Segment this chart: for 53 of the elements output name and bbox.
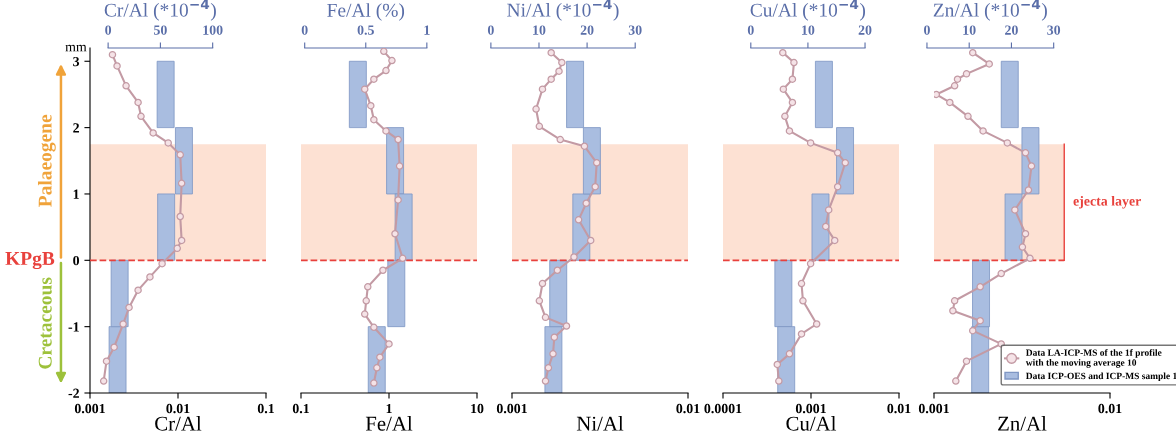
x2-axis-title: Fe/Al (%)	[327, 3, 405, 21]
x2-tick-label: 100	[203, 25, 223, 35]
y-tick-label: 0	[73, 255, 80, 266]
text: Cretaceous	[38, 277, 52, 369]
x-tick-label: 0.01	[676, 403, 700, 414]
x-axis-title: Zn/Al	[998, 416, 1047, 431]
x-axis-title: Fe/Al	[365, 416, 413, 431]
ref-line-label: KPgB	[5, 252, 55, 270]
x2-tick-label: 10	[963, 25, 976, 35]
x-axis-title: Ni/Al	[576, 416, 624, 431]
x2-tick-label: 30	[628, 25, 642, 35]
x-tick-label: 0.01	[1098, 403, 1122, 414]
x-tick-label: 0.01	[166, 403, 190, 414]
x2-tick-label: 20	[1005, 25, 1018, 35]
x2-tick-label: 10	[533, 25, 546, 35]
x2-tick-label: 0	[487, 25, 494, 35]
x2-axis-title: Zn/Al (*10$^{−4}$)	[933, 0, 1047, 21]
y-tick-label: 1	[73, 189, 79, 199]
legend-label: Data ICP-OES and ICP-MS sample 1	[1025, 372, 1176, 382]
x2-tick-label: 10	[802, 25, 815, 35]
x2-axis-title: Cr/Al (*10$^{−4}$)	[104, 0, 216, 21]
x2-tick-label: 0	[301, 25, 308, 35]
x2-axis-title: Cu/Al (*10$^{−4}$)	[750, 0, 866, 21]
y-axis-title: mm	[65, 44, 87, 52]
x-tick-label: 0.01	[887, 403, 911, 414]
x2-tick-label: 0	[105, 25, 112, 35]
x2-tick-label: 30	[1047, 25, 1061, 35]
x-tick-label: 1	[386, 403, 392, 414]
x-axis-title: Cr/Al	[155, 416, 202, 431]
y-tick-label: 3	[73, 56, 80, 67]
x-axis-title: Cu/Al	[786, 416, 837, 431]
legend-label: Data LA-ICP-MS of the 1f profile with the moving average 10	[1025, 349, 1162, 368]
y-tick-label: 2	[73, 123, 79, 133]
x-tick-label: 10	[471, 403, 484, 414]
x2-tick-label: 20	[580, 25, 594, 35]
x-tick-label: 0.001	[918, 403, 949, 414]
x2-tick-label: 0	[747, 25, 754, 35]
x-tick-label: 0.001	[795, 403, 826, 414]
text: Palaeogene	[37, 114, 56, 207]
band-label: ejecta layer	[1073, 195, 1141, 209]
y-tick-label: -2	[68, 388, 79, 398]
x-tick-label: 0.001	[496, 403, 527, 414]
x2-axis-title: Ni/Al (*10$^{−4}$)	[507, 0, 619, 21]
x2-tick-label: 50	[154, 25, 167, 35]
x-tick-label: 0.001	[74, 403, 105, 414]
x-tick-label: 0.0001	[704, 403, 742, 414]
x2-tick-label: 20	[858, 25, 872, 35]
x2-tick-label: 0.5	[357, 25, 374, 35]
x-tick-label: 0.1	[292, 403, 309, 414]
x-tick-label: 0.1	[257, 403, 274, 414]
x2-tick-label: 0	[924, 25, 930, 35]
x2-tick-label: 1	[424, 25, 430, 35]
y-tick-label: -1	[68, 322, 79, 332]
